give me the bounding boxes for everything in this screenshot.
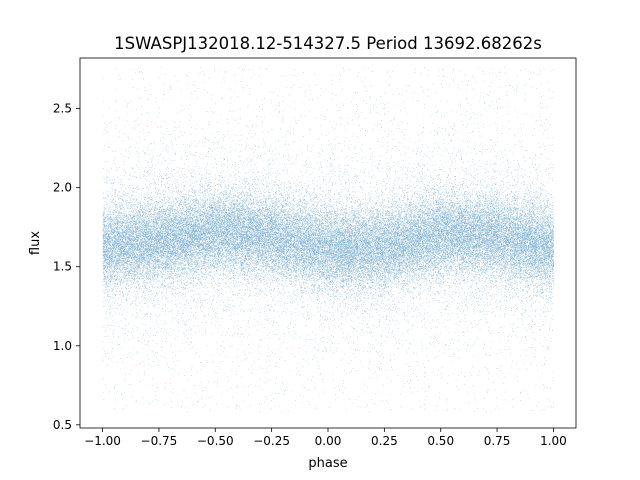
y-axis-label: flux — [28, 231, 43, 255]
x-axis-label: phase — [308, 456, 347, 471]
y-axis-ticks: 0.5 1.0 1.5 2.0 2.5 — [53, 102, 80, 432]
chart-title: 1SWASPJ132018.12-514327.5 Period 13692.6… — [114, 34, 542, 53]
x-tick-label: −0.50 — [197, 434, 234, 448]
scatter-points — [102, 67, 554, 413]
y-tick-label: 0.5 — [53, 418, 72, 432]
y-tick-label: 1.0 — [53, 339, 72, 353]
data-point-cloud — [102, 67, 554, 413]
x-tick-label: −0.25 — [253, 434, 290, 448]
x-tick-label: 1.00 — [540, 434, 567, 448]
x-tick-label: 0.00 — [315, 434, 342, 448]
x-tick-label: 0.25 — [371, 434, 398, 448]
y-tick-label: 1.5 — [53, 260, 72, 274]
x-tick-label: −1.00 — [84, 434, 121, 448]
x-tick-label: 0.75 — [484, 434, 511, 448]
x-tick-label: 0.50 — [427, 434, 454, 448]
x-tick-label: −0.75 — [141, 434, 178, 448]
x-axis-ticks: −1.00 −0.75 −0.50 −0.25 0.00 0.25 0.50 0.75 1.00 — [84, 428, 567, 448]
y-tick-label: 2.0 — [53, 181, 72, 195]
y-tick-label: 2.5 — [53, 102, 72, 116]
